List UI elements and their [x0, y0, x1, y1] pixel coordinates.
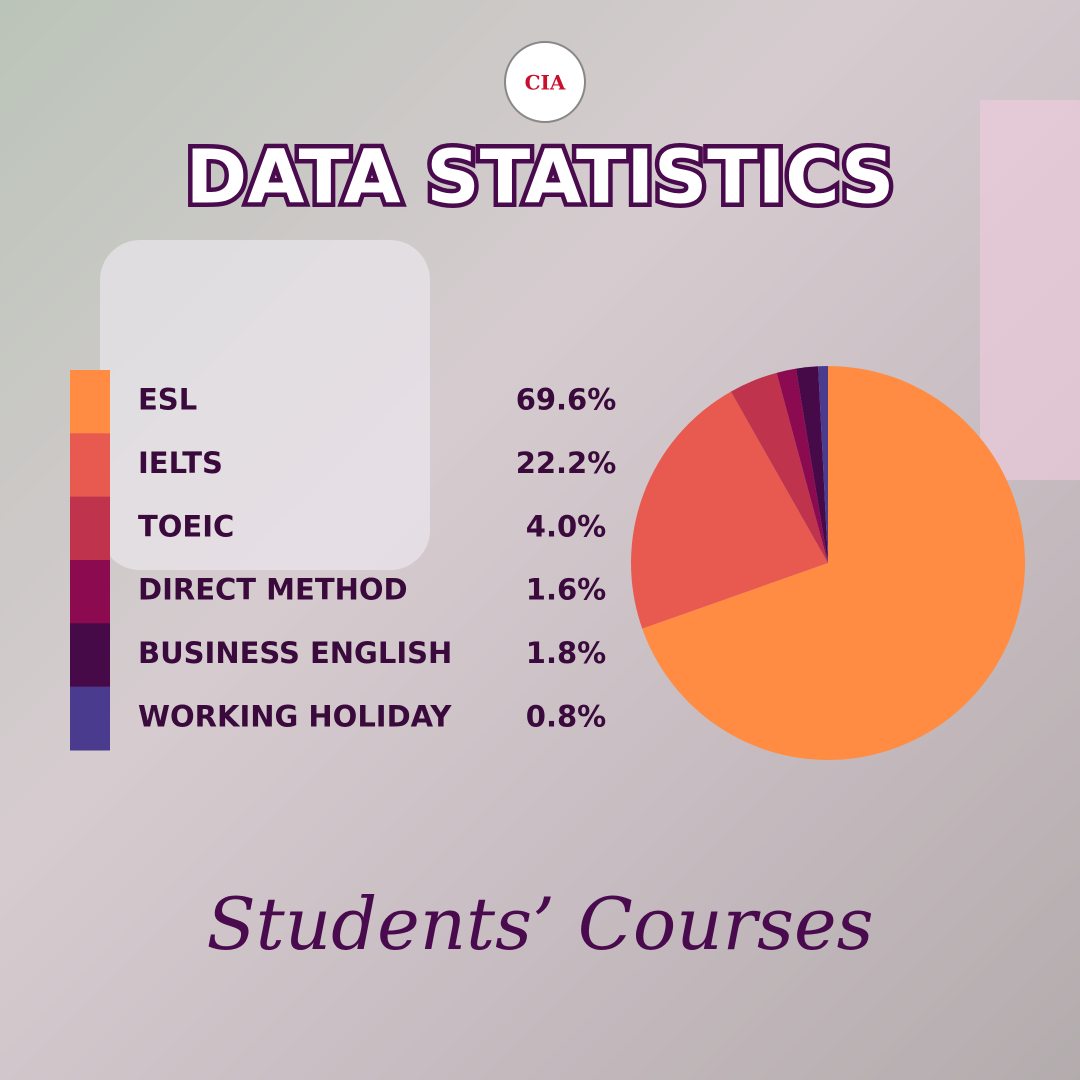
- legend-label: BUSINESS ENGLISH: [138, 636, 452, 670]
- legend-swatch: [70, 623, 110, 688]
- legend-label: TOEIC: [138, 509, 234, 543]
- legend: ESL 69.6% IELTS 22.2% TOEIC 4.0% DIRECT METHOD…: [70, 370, 616, 751]
- pie-slice: [818, 366, 828, 563]
- pie: [630, 366, 1025, 760]
- legend-swatch: [70, 560, 110, 624]
- tent: [100, 240, 430, 570]
- value-label: 1.8%: [526, 636, 606, 670]
- value-label: 4.0%: [526, 509, 606, 543]
- pie-slice: [730, 372, 828, 563]
- stage-backdrop: [980, 100, 1080, 480]
- logo-text: CIA: [525, 71, 566, 95]
- legend-swatch: [70, 433, 110, 498]
- pie-slice: [630, 391, 828, 629]
- chart-subtitle: Students’ Courses: [206, 882, 873, 966]
- pie-slice: [642, 366, 1025, 760]
- value-label: 22.2%: [516, 446, 617, 480]
- legend-label: ESL: [138, 383, 197, 417]
- legend-label: IELTS: [138, 446, 223, 480]
- legend-label: DIRECT METHOD: [138, 573, 408, 607]
- logo-badge: [504, 41, 586, 123]
- pie-slice: [795, 366, 828, 563]
- legend-swatch: [70, 370, 110, 434]
- value-label: 0.8%: [526, 699, 606, 733]
- value-label: 1.6%: [526, 573, 606, 607]
- legend-label: WORKING HOLIDAY: [138, 699, 452, 733]
- pie-slice: [776, 368, 828, 563]
- value-label: 69.6%: [516, 383, 617, 417]
- chart-title: DATA STATISTICS: [186, 135, 895, 221]
- legend-swatch: [70, 686, 110, 751]
- legend-swatch: [70, 496, 110, 561]
